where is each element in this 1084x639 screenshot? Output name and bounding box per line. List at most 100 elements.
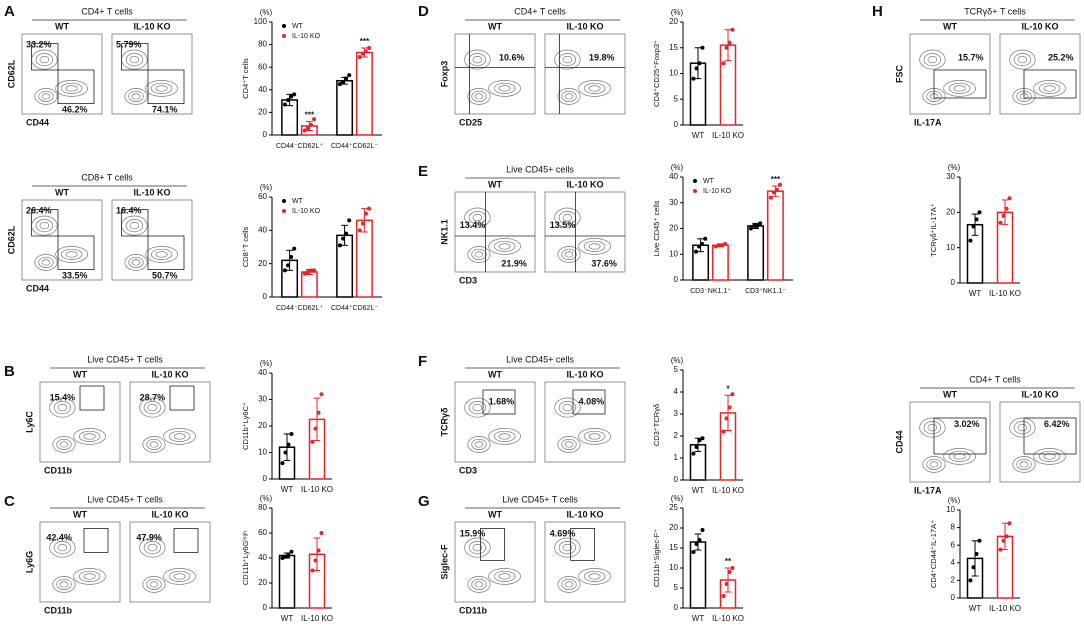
y-tick-label: 20 — [258, 108, 267, 117]
data-point — [367, 206, 372, 211]
x-tick-label: WT — [969, 289, 982, 298]
plot-frame — [999, 401, 1081, 483]
contour — [34, 254, 58, 271]
data-point — [700, 528, 705, 532]
plot-label: WT — [488, 179, 502, 189]
contour — [1038, 450, 1061, 462]
plot-frame — [21, 33, 103, 115]
data-point — [316, 410, 321, 415]
contour — [150, 82, 173, 94]
panel-letter: A — [4, 3, 15, 20]
gate-label: 5.79% — [116, 40, 142, 50]
bar — [278, 554, 296, 609]
data-point — [282, 268, 287, 273]
y-axis-label: CD8⁺T cells — [241, 227, 250, 268]
unit-label: (%) — [948, 496, 961, 505]
contour — [146, 578, 162, 590]
gate — [1023, 417, 1077, 455]
contour — [923, 53, 942, 67]
contour — [1009, 49, 1036, 70]
contour — [65, 85, 78, 92]
flow-x-label: CD11b — [44, 605, 73, 615]
y-tick-label: 3 — [674, 409, 679, 418]
plot-label: IL-10 KO — [151, 369, 188, 379]
contour — [467, 88, 491, 105]
data-point — [280, 461, 285, 466]
data-point — [724, 45, 729, 50]
contour — [73, 428, 106, 445]
contour — [56, 578, 72, 590]
plot-frame — [111, 199, 193, 281]
contour — [149, 581, 159, 588]
flow-y-label: NK1.1 — [439, 219, 449, 245]
y-tick-label: 20 — [258, 421, 267, 430]
flow-y-label: CD62L — [6, 225, 16, 254]
contour — [583, 570, 606, 582]
y-tick-label: 20 — [258, 259, 267, 268]
contour — [129, 221, 140, 230]
contour — [583, 430, 606, 442]
plot-frame — [454, 191, 536, 273]
plot-label: WT — [488, 21, 502, 31]
x-tick-label: IL-10 KO — [989, 289, 1021, 298]
contour — [943, 448, 976, 465]
y-tick-label: 60 — [258, 192, 267, 201]
data-point — [758, 221, 763, 226]
flow-title: CD4+ T cells — [969, 374, 1021, 384]
data-point — [319, 392, 324, 397]
legend-label: WT — [292, 198, 304, 205]
plot-frame — [111, 33, 193, 115]
unit-label: (%) — [671, 494, 684, 503]
gate-label: 6.42% — [1044, 419, 1070, 429]
unit-label: (%) — [260, 183, 273, 192]
x-tick-label: IL-10 KO — [712, 486, 744, 495]
y-tick-label: 60 — [258, 62, 267, 71]
contour — [578, 238, 611, 255]
gate-label: 50.7% — [152, 270, 178, 280]
contour — [554, 49, 581, 70]
contour — [173, 573, 186, 580]
y-tick-label: 4 — [951, 558, 956, 567]
data-point — [716, 243, 721, 248]
data-point — [316, 548, 321, 553]
contour — [919, 417, 946, 438]
legend-swatch — [282, 34, 286, 38]
flow-y-label: Ly6C — [24, 411, 34, 433]
unit-label: (%) — [671, 163, 684, 172]
y-tick-label: 40 — [258, 553, 267, 562]
contour — [53, 541, 72, 555]
data-point — [347, 218, 352, 223]
bar — [336, 80, 354, 136]
data-point — [727, 570, 732, 574]
data-point — [337, 243, 342, 248]
legend-swatch — [282, 24, 286, 28]
gate — [79, 385, 105, 411]
y-tick-label: 0 — [951, 593, 956, 602]
panel-letter: H — [872, 3, 883, 20]
plot-frame — [909, 33, 991, 115]
contour — [578, 568, 611, 585]
contour — [561, 90, 577, 102]
data-point — [308, 122, 313, 127]
data-point — [363, 49, 368, 54]
bar — [355, 51, 373, 136]
contour — [472, 403, 483, 412]
data-point — [700, 45, 705, 50]
data-point — [727, 405, 732, 410]
contour — [35, 219, 54, 233]
contour — [562, 213, 573, 222]
gate-label: 74.1% — [152, 104, 178, 114]
y-tick-label: 0 — [263, 130, 268, 139]
data-point — [694, 542, 699, 546]
contour — [578, 428, 611, 445]
contour — [474, 251, 484, 258]
x-tick-label: IL-10 KO — [989, 604, 1021, 613]
gate-label: 13.5% — [550, 220, 576, 230]
contour — [464, 397, 491, 418]
gate-label: 28.7% — [140, 392, 166, 402]
contour — [1017, 423, 1028, 432]
contour — [588, 243, 601, 250]
contour — [464, 537, 491, 558]
data-point — [341, 236, 346, 241]
